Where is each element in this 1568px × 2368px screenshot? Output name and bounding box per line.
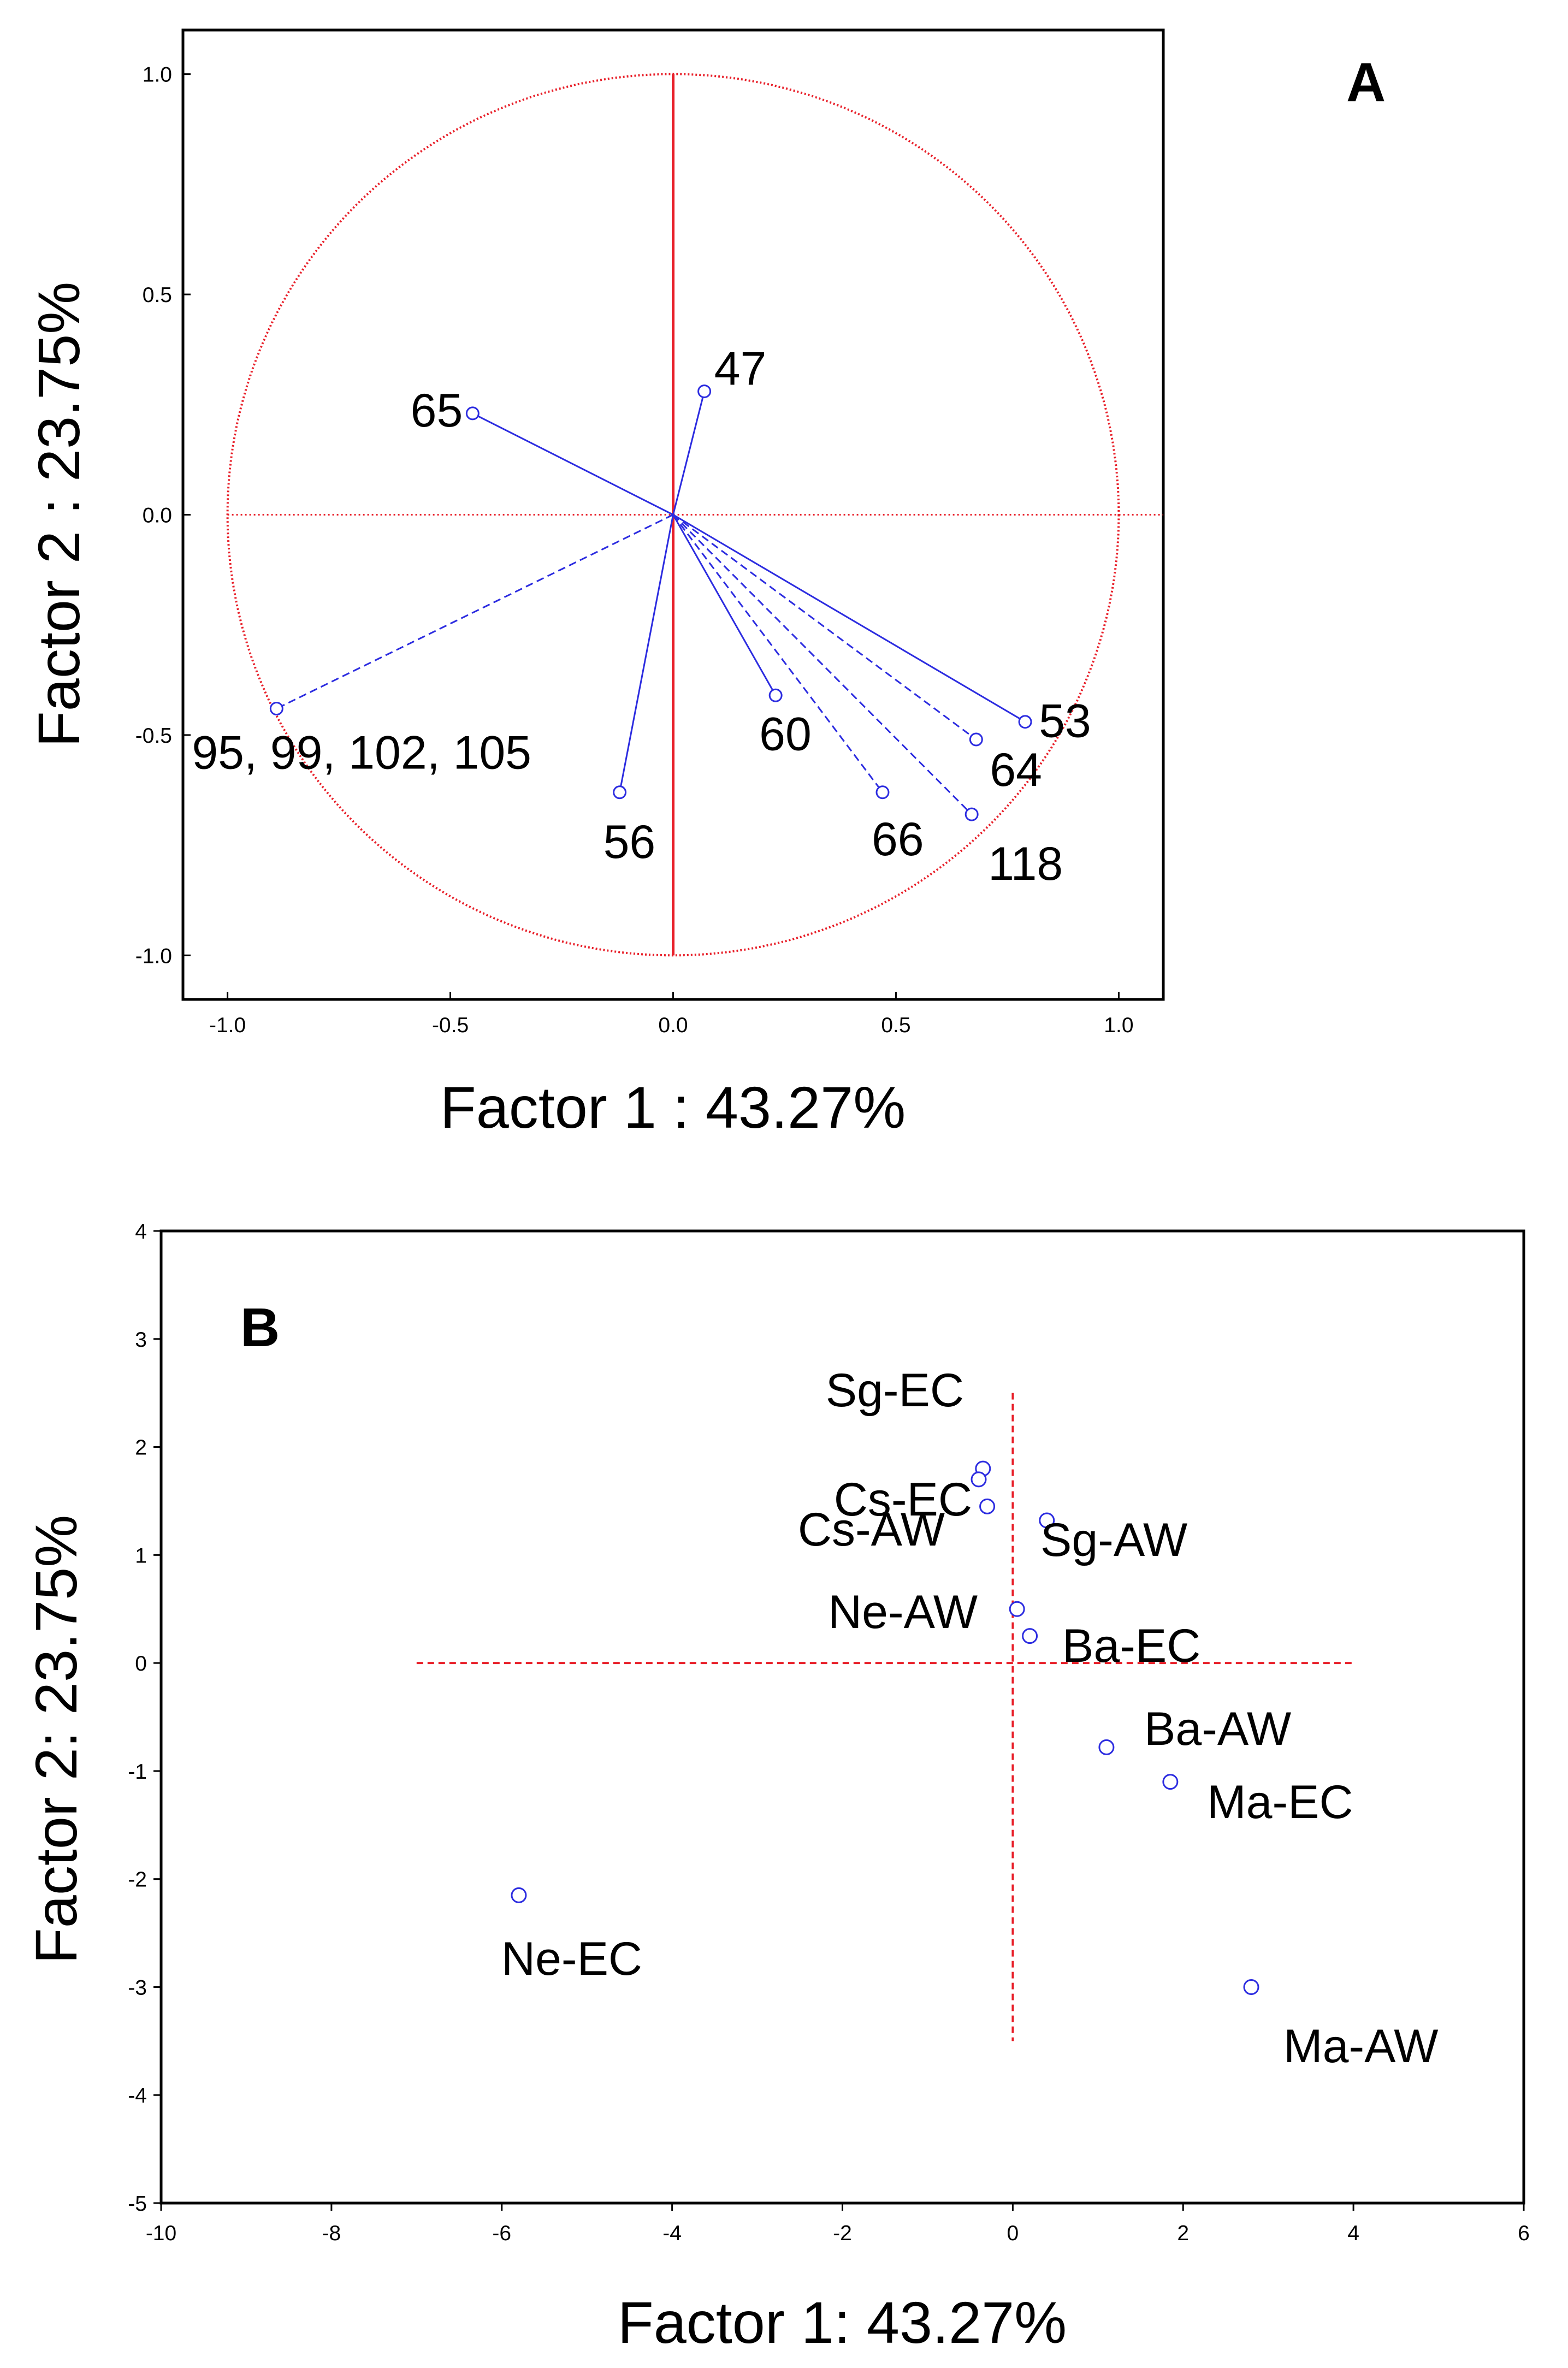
panel-a-vector-endpoint <box>697 384 712 399</box>
panel-a-vector-label: 66 <box>872 813 924 866</box>
panel-a-loading-vector <box>672 514 777 696</box>
panel-b-point-label: Cs-AW <box>798 1503 945 1556</box>
panel-b-point <box>1022 1628 1038 1644</box>
panel-a-vector-endpoint <box>1018 715 1032 729</box>
panel-b-x-tick-label: 4 <box>1347 2222 1359 2245</box>
panel-a-x-tick-label: 0.0 <box>658 1014 688 1037</box>
panel-a-loading-vector <box>672 514 1026 723</box>
panel-a-loading-vector <box>672 514 977 741</box>
panel-b-y-tick-label: -4 <box>128 2084 147 2107</box>
panel-a-vector-label: 53 <box>1039 695 1091 748</box>
panel-b-x-tick-label: -6 <box>492 2222 511 2245</box>
panel-a-vector-label: 95, 99, 102, 105 <box>192 727 531 779</box>
panel-b-y-axis-title: Factor 2: 23.75% <box>23 1515 89 1964</box>
panel-a-label: A <box>1346 52 1386 113</box>
panel-a-vector-label: 118 <box>988 838 1063 890</box>
panel-b-point <box>1009 1601 1025 1617</box>
panel-b-point-label: Sg-AW <box>1040 1514 1187 1566</box>
panel-b-label: B <box>240 1297 280 1358</box>
panel-b-point-label: Ma-AW <box>1283 2020 1438 2073</box>
panel-b-x-tick-label: -4 <box>662 2222 682 2245</box>
panel-a-x-tick-label: -1.0 <box>209 1014 246 1037</box>
panel-b-y-tick-label: 4 <box>135 1220 147 1244</box>
panel-a-vector-endpoint <box>768 688 783 702</box>
panel-b-x-tick-label: 6 <box>1518 2222 1530 2245</box>
panel-b-x-tick-label: -2 <box>833 2222 852 2245</box>
panel-b-point <box>1243 1979 1259 1995</box>
panel-a-vector-label: 65 <box>411 384 463 437</box>
panel-a-vector-endpoint <box>969 732 983 747</box>
panel-a-y-tick-label: -1.0 <box>135 944 172 968</box>
panel-b-x-tick-label: 2 <box>1177 2222 1189 2245</box>
panel-b-point <box>1039 1512 1055 1529</box>
panel-a-loading-vector <box>672 391 706 515</box>
panel-a-vector-endpoint <box>465 406 480 421</box>
panel-b-point-label: Cs-EC <box>834 1473 972 1526</box>
panel-b-point-label: Ba-EC <box>1062 1620 1200 1672</box>
panel-b-point <box>511 1887 527 1903</box>
panel-b-axes: -10 -8 -6 -4 -2 0 2 4 6 4 3 2 1 0 -1 -2 -3 -4 -5 <box>128 1220 1530 2245</box>
panel-a-loading-vector <box>672 514 973 815</box>
panel-b-y-tick-label: 3 <box>135 1328 147 1352</box>
panel-a-x-tick-label: 0.5 <box>881 1014 910 1037</box>
panel-a-x-tick-label: 1.0 <box>1104 1014 1133 1037</box>
panel-a-y-tick-label: -0.5 <box>135 724 172 748</box>
panel-b-point <box>979 1498 996 1514</box>
panel-b-y-tick-label: -1 <box>128 1760 147 1784</box>
panel-b-y-tick-label: 2 <box>135 1436 147 1460</box>
panel-b-x-tick-label: 0 <box>1007 2222 1019 2245</box>
panel-b-point-label: Ma-EC <box>1207 1776 1353 1828</box>
panel-a-chart: -1.0 -0.5 0.0 0.5 1.0 1.0 0.5 0.0 -0.5 -1.0 47 65 9… <box>26 28 1386 1140</box>
panel-a-axes: -1.0 -0.5 0.0 0.5 1.0 1.0 0.5 0.0 -0.5 -1.0 <box>135 63 1163 1037</box>
panel-b-point-label: Sg-EC <box>826 1364 964 1417</box>
panel-b-point-label: Ne-EC <box>501 1933 642 1985</box>
panel-a-loading-vector <box>276 514 674 709</box>
panel-b-y-tick-label: -3 <box>128 1976 147 1999</box>
panel-a-vector-endpoint <box>269 702 283 715</box>
panel-a-loading-vector <box>672 514 884 793</box>
panel-b-point <box>1098 1739 1115 1755</box>
panel-a-vector-label: 47 <box>714 343 767 395</box>
panel-a-x-tick-label: -0.5 <box>432 1014 469 1037</box>
panel-a-y-tick-label: 0.0 <box>143 504 172 528</box>
panel-a-y-tick-label: 1.0 <box>143 63 172 87</box>
panel-a-y-tick-label: 0.5 <box>143 283 172 307</box>
panel-a-vector-endpoint <box>613 785 627 800</box>
panel-b-y-tick-label: 1 <box>135 1544 147 1567</box>
panel-b-y-tick-label: -5 <box>128 2192 147 2216</box>
panel-b-y-tick-label: -2 <box>128 1868 147 1892</box>
panel-a-loading-vector <box>472 412 674 516</box>
panel-a-vector-label: 64 <box>990 744 1042 796</box>
panel-a-x-axis-title: Factor 1 : 43.27% <box>440 1074 906 1140</box>
panel-a-vector-label: 60 <box>759 708 812 760</box>
panel-a-y-axis-title: Factor 2 : 23.75% <box>26 282 92 747</box>
panel-a-vector-label: 56 <box>603 816 656 868</box>
panel-b-point-label: Ba-AW <box>1144 1703 1291 1755</box>
panel-b-point <box>971 1471 987 1488</box>
panel-b-x-tick-label: -10 <box>146 2222 176 2245</box>
panel-b-point-label: Ne-AW <box>828 1586 978 1638</box>
panel-b-point <box>1162 1774 1179 1790</box>
panel-b-chart: -10 -8 -6 -4 -2 0 2 4 6 4 3 2 1 0 -1 -2 -3 -4 -5 Sg-EC Cs-E… <box>23 1220 1530 2355</box>
panel-b-x-tick-label: -8 <box>322 2222 341 2245</box>
panel-a-loading-vector <box>619 514 674 793</box>
panel-a-vector-endpoint <box>965 807 979 821</box>
panel-b-y-tick-label: 0 <box>135 1652 147 1676</box>
panel-b-x-axis-title: Factor 1: 43.27% <box>618 2289 1067 2355</box>
panel-a-vector-endpoint <box>875 785 890 800</box>
